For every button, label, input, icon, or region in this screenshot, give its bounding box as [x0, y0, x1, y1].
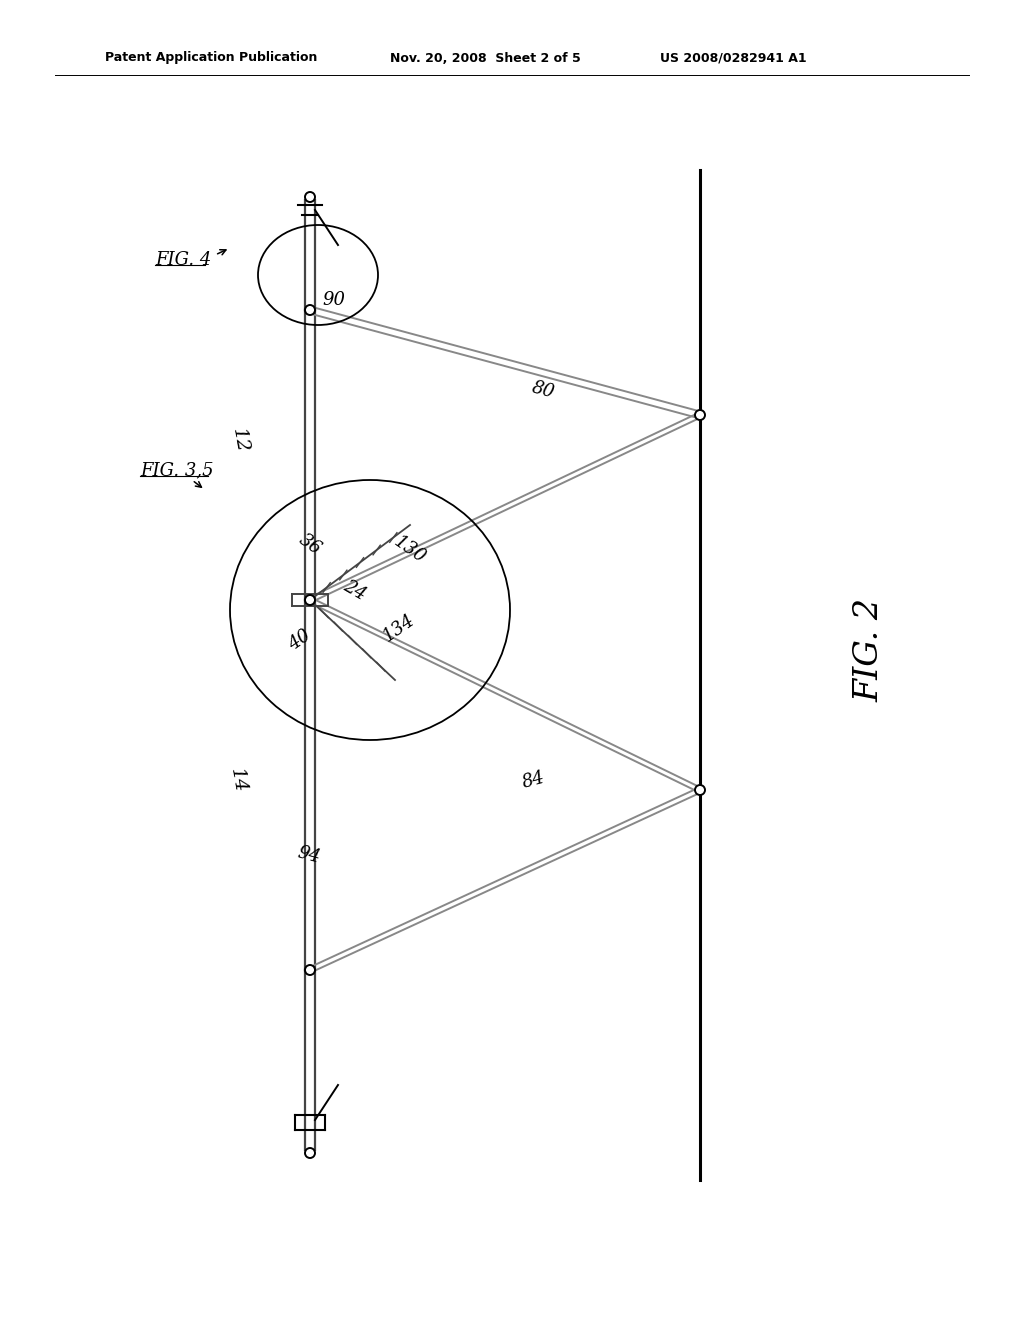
Circle shape: [305, 305, 315, 315]
Text: FIG. 4: FIG. 4: [155, 251, 211, 269]
Text: 36: 36: [295, 531, 325, 558]
Text: Patent Application Publication: Patent Application Publication: [105, 51, 317, 65]
Text: FIG. 3,5: FIG. 3,5: [140, 461, 214, 479]
Text: 94: 94: [295, 843, 322, 867]
Text: US 2008/0282941 A1: US 2008/0282941 A1: [660, 51, 807, 65]
Circle shape: [695, 785, 705, 795]
Circle shape: [695, 411, 705, 420]
Text: 90: 90: [322, 290, 345, 309]
Circle shape: [305, 1148, 315, 1158]
Text: 12: 12: [229, 426, 251, 454]
Text: 80: 80: [530, 379, 557, 401]
Text: 130: 130: [390, 533, 429, 568]
Text: Nov. 20, 2008  Sheet 2 of 5: Nov. 20, 2008 Sheet 2 of 5: [390, 51, 581, 65]
Text: 24: 24: [340, 577, 369, 603]
Circle shape: [305, 595, 315, 605]
Circle shape: [305, 191, 315, 202]
Text: FIG. 2: FIG. 2: [854, 598, 886, 702]
Text: 134: 134: [380, 611, 419, 645]
Text: 84: 84: [520, 768, 547, 792]
Text: 14: 14: [227, 766, 249, 793]
Text: 40: 40: [285, 626, 314, 653]
Circle shape: [305, 965, 315, 975]
